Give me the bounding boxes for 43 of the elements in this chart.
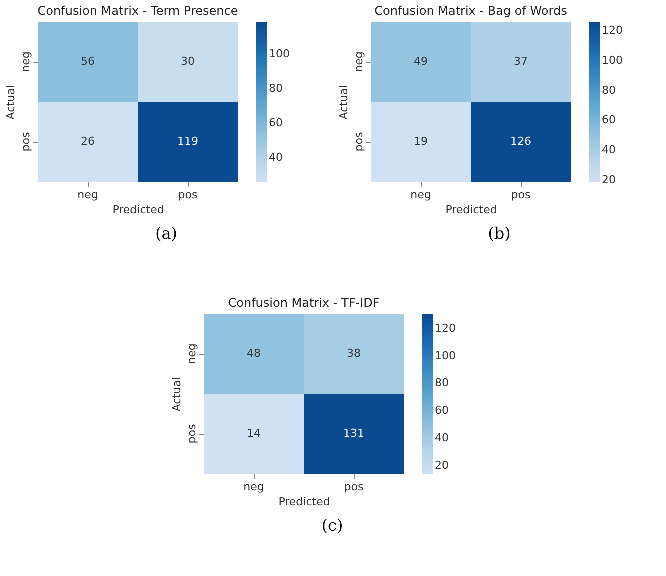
x-axis-title: Predicted [278, 496, 330, 508]
color-bar-label: 80 [435, 376, 449, 390]
data-label: 30 [181, 55, 195, 68]
data-label: 131 [344, 427, 364, 440]
data-label: 119 [178, 135, 198, 148]
chart-title: Confusion Matrix - Bag of Words [374, 4, 568, 18]
color-bar-label: 40 [435, 431, 449, 444]
data-label: 37 [514, 55, 528, 68]
y-axis-title: Actual [338, 85, 350, 120]
data-label: 19 [414, 135, 428, 148]
chart-title: Confusion Matrix - Term Presence [38, 4, 238, 18]
text: (b) [487, 224, 512, 243]
color-bar-label: 40 [269, 150, 283, 164]
x-tick-label: neg [410, 188, 432, 202]
y-axis-title: Actual [4, 85, 18, 120]
data-label: 48 [247, 347, 261, 360]
color-bar-label: 60 [602, 114, 616, 127]
color-bar-label: 100 [602, 54, 623, 67]
data-label: 26 [81, 135, 95, 148]
color-bar-label: 60 [269, 116, 283, 130]
color-bar-label: 20 [435, 458, 449, 472]
color-bar-label: 20 [602, 174, 616, 187]
color-bar-label: 40 [602, 144, 616, 157]
color-bar-label: 80 [269, 82, 283, 96]
x-axis-title: Predicted [112, 204, 164, 216]
data-label: 126 [510, 135, 532, 148]
color-bar-label: 60 [435, 404, 449, 418]
x-axis-title: Predicted [446, 204, 498, 216]
color-bar-label: 120 [435, 322, 456, 336]
color-bar-label: 120 [602, 24, 623, 37]
data-label: 49 [414, 55, 428, 68]
chart-title: Confusion Matrix - TF-IDF [228, 296, 380, 310]
color-bar-label: 80 [602, 84, 616, 97]
color-bar-label: 100 [269, 48, 290, 61]
x-tick-label: pos [511, 188, 531, 202]
data-label: 14 [247, 427, 261, 440]
text: (a) [154, 224, 179, 243]
data-label: 56 [81, 55, 95, 68]
y-axis-title: Actual [170, 377, 184, 412]
color-bar-label: 100 [435, 349, 456, 362]
text: (c) [320, 516, 344, 535]
data-label: 38 [347, 347, 361, 360]
x-tick-label: neg [78, 188, 98, 202]
